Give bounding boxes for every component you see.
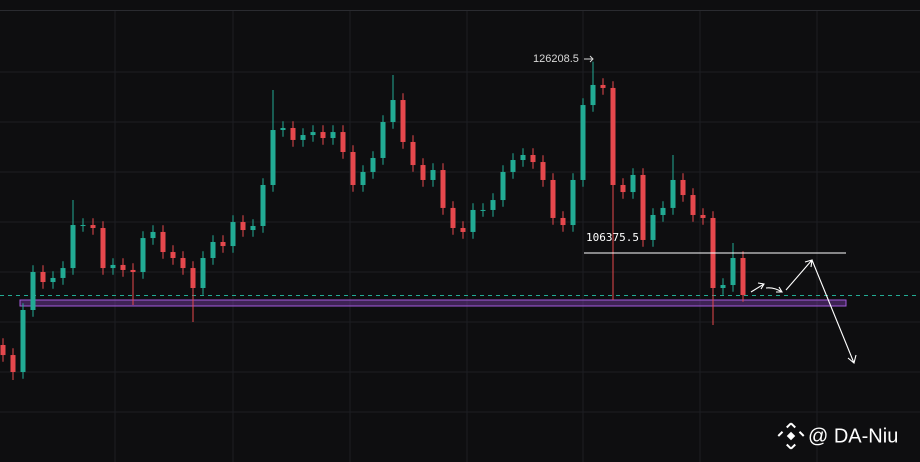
candle-body bbox=[180, 258, 186, 269]
candle-body bbox=[0, 345, 6, 356]
overlay: 126208.5 106375.5 bbox=[533, 53, 857, 364]
candle-body bbox=[280, 127, 286, 131]
peak-arrow bbox=[584, 55, 594, 63]
candle-body bbox=[170, 252, 176, 259]
candle-body bbox=[150, 231, 156, 239]
candle-body bbox=[30, 271, 36, 310]
candle-body bbox=[560, 217, 566, 226]
candle-body bbox=[40, 271, 46, 283]
candle-body bbox=[430, 170, 436, 180]
grid bbox=[0, 11, 920, 462]
candle-body bbox=[650, 214, 656, 240]
candle-body bbox=[230, 222, 236, 247]
candle-body bbox=[10, 355, 16, 373]
candle-body bbox=[460, 228, 466, 232]
candle-body bbox=[120, 264, 126, 270]
candle-body bbox=[210, 241, 216, 259]
candle-body bbox=[100, 228, 106, 269]
candle-body bbox=[270, 130, 276, 185]
candle-body bbox=[450, 207, 456, 229]
candle-body bbox=[360, 171, 366, 185]
candle-body bbox=[240, 222, 246, 231]
candle-body bbox=[660, 207, 666, 215]
candle-body bbox=[440, 170, 446, 208]
candle-body bbox=[380, 122, 386, 158]
candle-body bbox=[290, 127, 296, 140]
level-label: 106375.5 bbox=[586, 231, 639, 244]
candle-body bbox=[330, 132, 336, 139]
candle-body bbox=[500, 171, 506, 201]
candle-body bbox=[590, 84, 596, 106]
candle-body bbox=[610, 87, 616, 185]
candle-body bbox=[90, 225, 96, 229]
candle-body bbox=[540, 162, 546, 180]
candle-body bbox=[680, 179, 686, 196]
candle-body bbox=[550, 179, 556, 218]
candle-body bbox=[410, 141, 416, 166]
candle-body bbox=[250, 225, 256, 231]
candle-body bbox=[730, 258, 736, 286]
candle-body bbox=[390, 100, 396, 123]
candle-body bbox=[340, 132, 346, 153]
candle-body bbox=[580, 105, 586, 180]
candle-body bbox=[310, 132, 316, 136]
candle-body bbox=[690, 195, 696, 215]
candle-body bbox=[640, 174, 646, 240]
candle-body bbox=[480, 209, 486, 211]
candle-body bbox=[190, 268, 196, 289]
candle-body bbox=[420, 165, 426, 180]
support-band bbox=[19, 299, 847, 307]
candle-body bbox=[200, 258, 206, 289]
candle-body bbox=[220, 241, 226, 247]
candle-body bbox=[300, 135, 306, 140]
watermark-text: @ DA-Niu bbox=[808, 425, 898, 447]
candle-body bbox=[60, 268, 66, 278]
candle-body bbox=[570, 179, 576, 226]
candle-body bbox=[110, 264, 116, 269]
candle-body bbox=[470, 209, 476, 232]
candle-body bbox=[600, 84, 606, 88]
candle-body bbox=[160, 231, 166, 253]
candle-body bbox=[50, 277, 56, 283]
candle-body bbox=[140, 238, 146, 272]
candle-body bbox=[370, 157, 376, 172]
candle-body bbox=[400, 100, 406, 142]
candle-body bbox=[70, 225, 76, 269]
candle-body bbox=[620, 184, 626, 193]
candle-body bbox=[670, 179, 676, 208]
candle-body bbox=[350, 152, 356, 185]
candle-body bbox=[740, 258, 746, 296]
candle-body bbox=[510, 160, 516, 172]
candle-body bbox=[260, 184, 266, 226]
candle-body bbox=[720, 285, 726, 289]
candle-body bbox=[490, 200, 496, 210]
candle-body bbox=[700, 214, 706, 218]
candle-body bbox=[80, 225, 86, 227]
candle-body bbox=[530, 154, 536, 163]
candle-body bbox=[520, 154, 526, 161]
projection-arrows bbox=[750, 259, 857, 364]
candle-body bbox=[630, 174, 636, 193]
candle-body bbox=[20, 309, 26, 373]
candle-body bbox=[130, 269, 136, 272]
candle-body bbox=[320, 132, 326, 139]
peak-label: 126208.5 bbox=[533, 53, 579, 65]
